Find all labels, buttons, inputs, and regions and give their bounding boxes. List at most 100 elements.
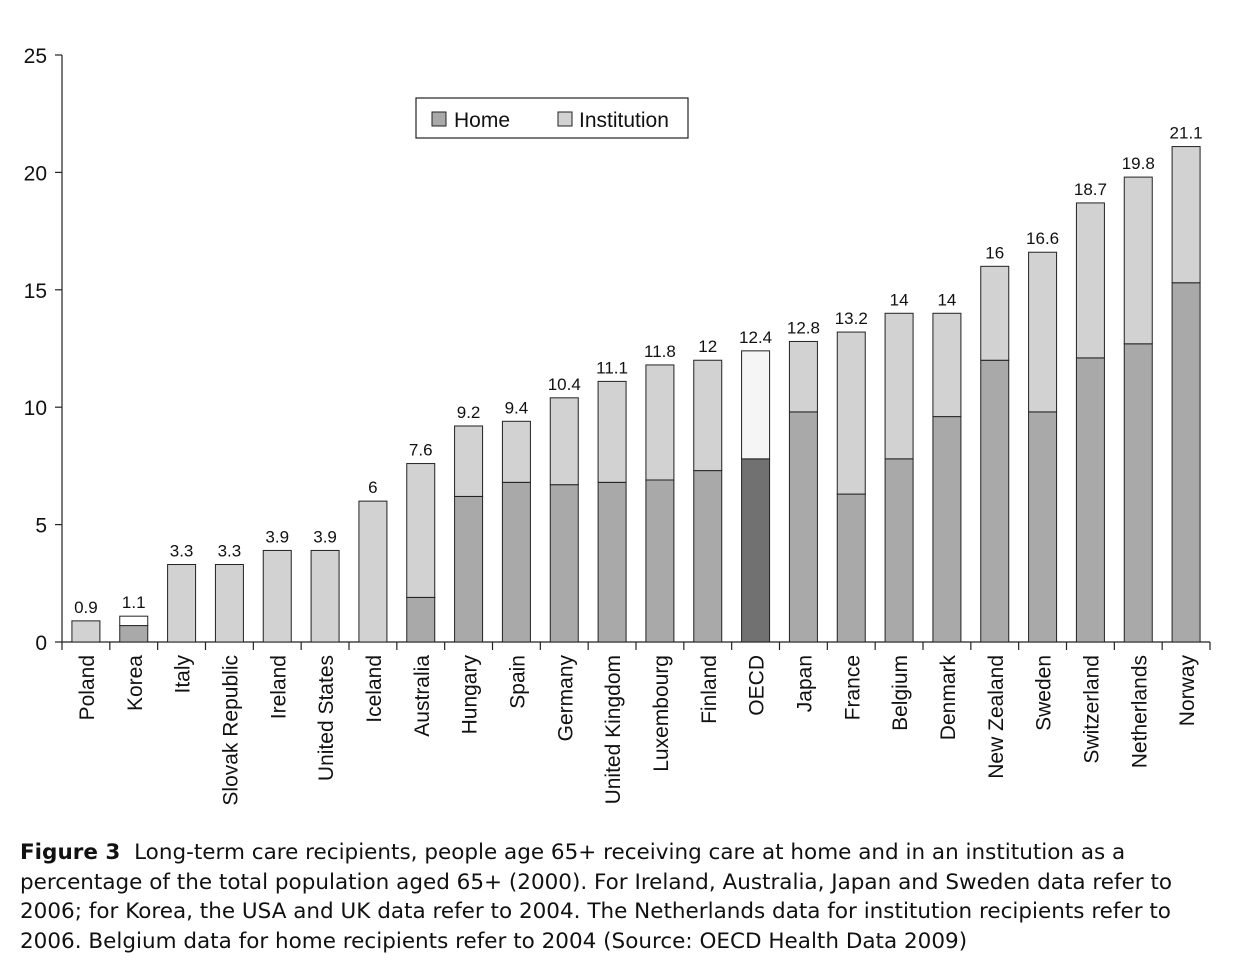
bar-home-finland — [693, 470, 723, 643]
bar-institution-italy — [167, 564, 197, 643]
data-label: 9.2 — [457, 403, 481, 422]
x-tick-label: Australia — [411, 655, 434, 737]
x-tick-label: Germany — [554, 655, 577, 742]
bar-institution-switzerland — [1075, 202, 1105, 359]
data-label: 13.2 — [835, 309, 868, 328]
data-label: 12 — [698, 337, 717, 356]
bar-institution-oecd — [741, 350, 771, 460]
caption-label: Figure 3 — [20, 840, 121, 865]
data-label: 12.4 — [739, 328, 772, 347]
x-tick-label: Luxembourg — [650, 655, 673, 772]
x-tick-label: Slovak Republic — [219, 655, 242, 806]
bar-institution-luxembourg — [645, 364, 675, 481]
x-tick-label: France — [841, 655, 864, 720]
bar-home-oecd — [741, 458, 771, 643]
y-tick-label: 20 — [24, 162, 47, 185]
bar-home-korea — [119, 625, 149, 643]
x-tick-label: Poland — [76, 655, 99, 720]
bar-institution-poland — [71, 620, 101, 643]
data-label: 3.3 — [170, 542, 194, 561]
bar-institution-denmark — [932, 312, 962, 418]
x-tick-label: Ireland — [267, 655, 290, 719]
bar-institution-belgium — [884, 312, 914, 460]
y-tick-label: 10 — [24, 397, 47, 420]
bar-home-japan — [788, 411, 818, 643]
y-tick-label: 15 — [24, 280, 47, 303]
bar-home-france — [836, 493, 866, 643]
legend-label-home: Home — [454, 109, 510, 132]
bar-home-spain — [501, 481, 531, 643]
bar-home-belgium — [884, 458, 914, 643]
bar-institution-united-states — [310, 549, 340, 643]
bar-institution-japan — [788, 340, 818, 413]
legend: Home Institution — [415, 97, 689, 139]
bar-institution-iceland — [358, 500, 388, 643]
x-tick-label: Norway — [1176, 655, 1199, 727]
bar-home-new-zealand — [980, 359, 1010, 643]
data-label: 12.8 — [787, 318, 820, 337]
x-tick-label: Korea — [124, 655, 147, 711]
x-tick-label: United States — [315, 655, 338, 781]
data-label: 11.1 — [596, 358, 628, 377]
bar-home-sweden — [1028, 411, 1058, 643]
x-tick-label: Spain — [506, 655, 529, 709]
x-tick-label: Sweden — [1033, 655, 1056, 731]
data-label: 9.4 — [505, 398, 529, 417]
x-tick-label: Denmark — [937, 655, 960, 741]
bar-home-hungary — [454, 495, 484, 643]
x-tick-label: Belgium — [889, 655, 912, 731]
bar-home-denmark — [932, 416, 962, 643]
x-tick-label: OECD — [746, 655, 769, 716]
bar-institution-australia — [406, 463, 436, 598]
bar-institution-sweden — [1028, 251, 1058, 413]
x-tick-label: Italy — [172, 655, 195, 694]
data-label: 14 — [890, 290, 909, 309]
data-label: 0.9 — [74, 598, 98, 617]
bar-institution-korea — [119, 615, 149, 627]
data-label: 18.7 — [1074, 180, 1107, 199]
data-label: 3.9 — [313, 527, 337, 546]
x-tick-label: Japan — [793, 655, 816, 712]
x-tick-label: Netherlands — [1128, 655, 1151, 768]
bars: 0.9 1.1 3.3 3.3 3.9 3.9 6 7.6 9.2 9.4 10.4 11.1 11.8… — [71, 124, 1203, 643]
bar-home-switzerland — [1075, 357, 1105, 643]
bar-institution-spain — [501, 420, 531, 483]
bar-institution-slovak-republic — [214, 564, 244, 643]
bar-institution-hungary — [454, 425, 484, 497]
data-label: 11.8 — [644, 342, 676, 361]
axes: 0 5 10 15 20 25 Poland Korea Italy Slovak Republi… — [24, 45, 1211, 806]
bar-home-australia — [406, 596, 436, 643]
x-tick-label: Switzerland — [1080, 655, 1103, 764]
bar-home-norway — [1171, 282, 1201, 643]
bar-institution-france — [836, 331, 866, 495]
x-tick-label: Iceland — [363, 655, 386, 723]
data-label: 3.9 — [265, 527, 289, 546]
x-tick-label: United Kingdom — [602, 655, 625, 804]
data-label: 16 — [985, 243, 1004, 262]
legend-swatch-institution — [557, 111, 573, 127]
data-label: 1.1 — [122, 593, 146, 612]
caption-text: Long-term care recipients, people age 65… — [20, 840, 1173, 954]
bar-institution-netherlands — [1123, 176, 1153, 345]
data-label: 3.3 — [218, 542, 242, 561]
bar-home-netherlands — [1123, 343, 1153, 643]
bar-home-united-kingdom — [597, 481, 627, 643]
x-tick-label: New Zealand — [985, 655, 1008, 779]
figure-caption: Figure 3 Long-term care recipients, peop… — [20, 838, 1225, 956]
legend-box — [415, 97, 689, 139]
y-tick-label: 5 — [35, 515, 47, 538]
bar-institution-finland — [693, 359, 723, 472]
x-tick-label: Finland — [698, 655, 721, 724]
data-label: 6 — [368, 478, 377, 497]
bar-home-germany — [549, 484, 579, 643]
data-label: 14 — [937, 290, 956, 309]
bar-institution-norway — [1171, 146, 1201, 284]
x-tick-label: Hungary — [459, 655, 482, 735]
legend-label-institution: Institution — [579, 109, 669, 132]
data-label: 16.6 — [1026, 229, 1059, 248]
bar-home-luxembourg — [645, 479, 675, 643]
bar-institution-new-zealand — [980, 265, 1010, 361]
legend-swatch-home — [431, 111, 447, 127]
data-label: 10.4 — [548, 375, 581, 394]
y-tick-label: 0 — [35, 632, 47, 655]
